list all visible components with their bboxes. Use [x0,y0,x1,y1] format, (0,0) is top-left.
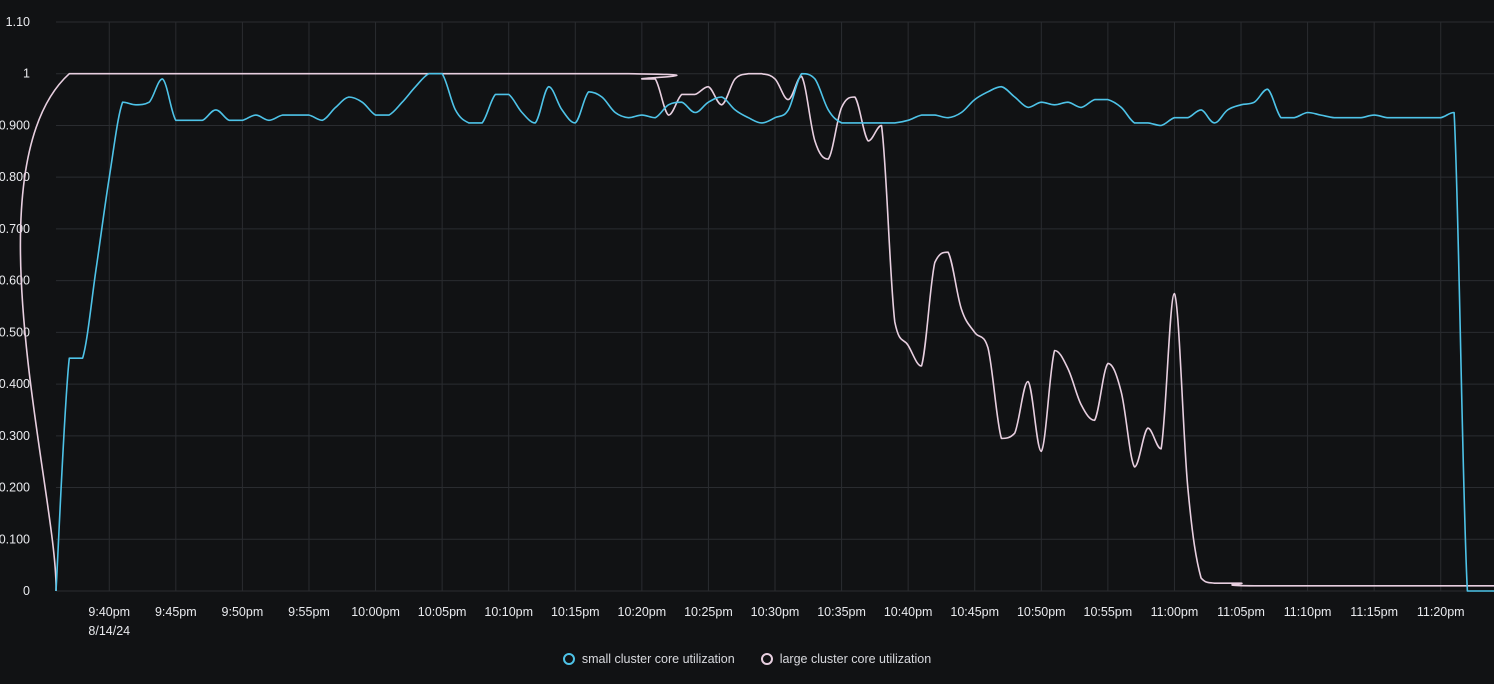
chart-grid [56,21,1494,592]
y-tick-label: 0.500 [0,325,30,339]
x-tick-label: 10:00pm [351,605,400,619]
y-tick-label: 0.400 [0,377,30,391]
x-tick-label: 10:25pm [684,605,733,619]
series-lines [19,72,1494,592]
x-tick-label: 10:10pm [484,605,533,619]
x-tick-label: 11:05pm [1217,605,1265,619]
x-tick-label: 9:40pm [88,605,130,619]
x-tick-label: 10:20pm [618,605,667,619]
legend-swatch-large [760,653,773,665]
x-tick-label: 11:20pm [1417,605,1465,619]
x-tick-label: 9:55pm [288,605,330,619]
y-tick-label: 1 [23,67,30,81]
legend-item-small-cluster[interactable]: small cluster core utilization [562,652,735,666]
y-tick-label: 0.600 [0,274,30,288]
legend-label-large: large cluster core utilization [779,652,932,666]
y-tick-label: 0 [23,584,30,598]
legend-item-large-cluster[interactable]: large cluster core utilization [760,652,932,666]
y-tick-label: 1.10 [6,15,30,29]
x-axis-ticks: 9:40pm 8/14/24 9:45pm 9:50pm 9:55pm 10:00pm 10… [88,605,1464,638]
x-tick-label: 11:00pm [1151,605,1199,619]
y-tick-label: 0.700 [0,222,30,236]
chart-legend: small cluster core utilization large clu… [0,652,1494,666]
y-tick-label: 0.900 [0,118,30,132]
legend-label-small: small cluster core utilization [581,652,735,666]
x-tick-label: 10:50pm [1017,605,1066,619]
x-tick-label: 10:35pm [817,605,866,619]
y-tick-label: 0.100 [0,532,30,546]
series-line-small-cluster [55,72,1494,592]
x-tick-date-label: 8/14/24 [88,624,130,638]
y-tick-label: 0.800 [0,170,30,184]
x-tick-label: 11:10pm [1284,605,1332,619]
x-tick-label: 9:45pm [155,605,197,619]
x-tick-label: 10:40pm [884,605,933,619]
y-axis-ticks: 0 0.100 0.200 0.300 0.400 0.500 0.600 0.700 0.80… [0,15,30,598]
x-tick-label: 10:30pm [751,605,800,619]
x-tick-label: 10:45pm [950,605,999,619]
y-tick-label: 0.300 [0,429,30,443]
x-tick-label: 9:50pm [222,605,264,619]
y-tick-label: 0.200 [0,481,30,495]
x-tick-label: 11:15pm [1350,605,1398,619]
x-tick-label: 10:05pm [418,605,467,619]
legend-swatch-small [562,653,575,665]
x-tick-label: 10:15pm [551,605,600,619]
x-tick-label: 10:55pm [1084,605,1133,619]
